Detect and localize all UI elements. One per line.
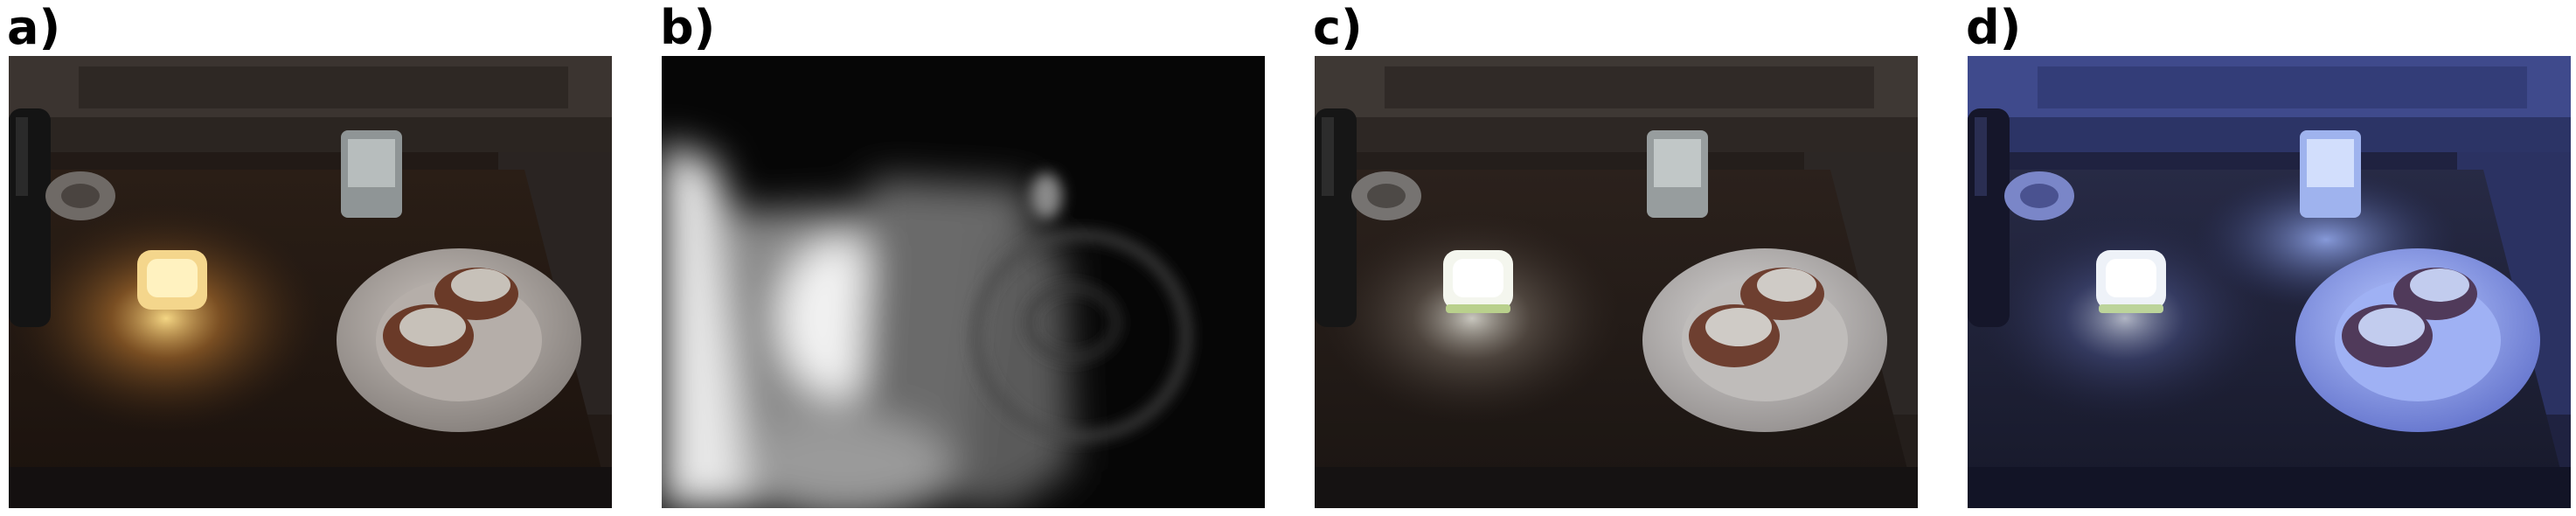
panel-c-image	[1315, 56, 1918, 508]
panel-a-image	[9, 56, 612, 508]
panel-b-label: b)	[660, 0, 716, 55]
panel-d-image	[1968, 56, 2571, 508]
panel-d-label: d)	[1966, 0, 2022, 55]
panel-a-label: a)	[7, 0, 61, 55]
panel-c-label: c)	[1313, 0, 1363, 55]
panel-b-image	[662, 56, 1265, 508]
